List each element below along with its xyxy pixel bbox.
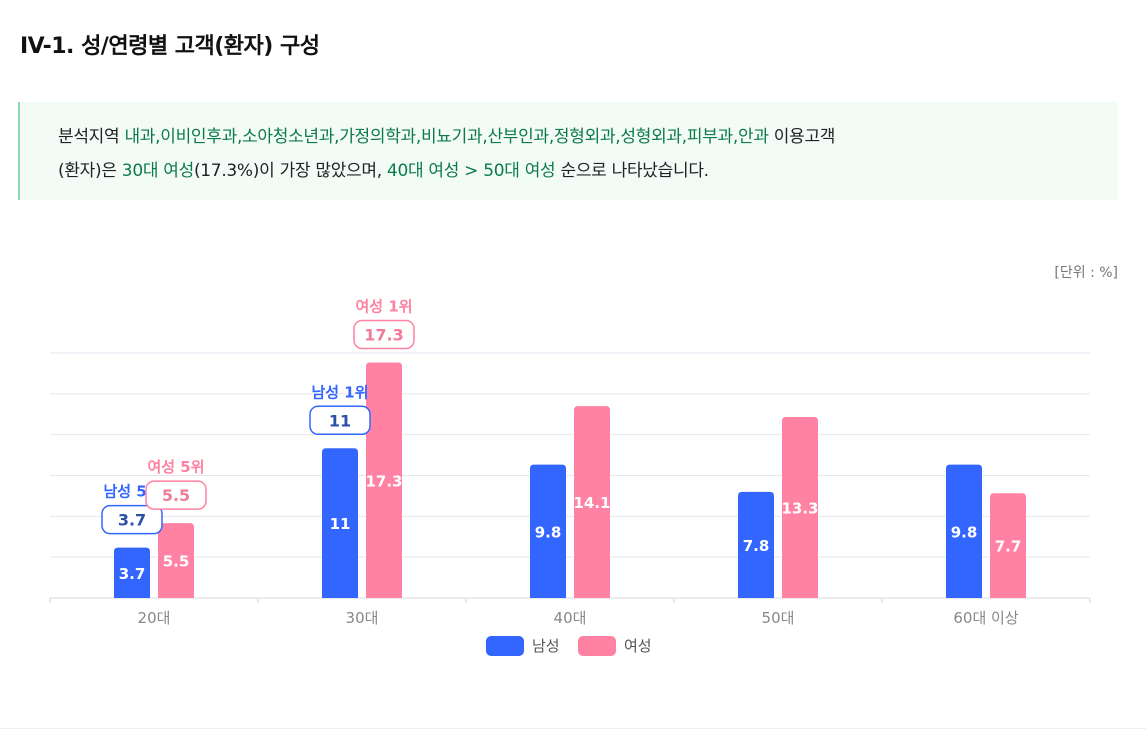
bar-male [530,464,566,598]
annotation-value: 17.3 [364,326,403,345]
summary-segment: 40대 여성 > 50대 여성 [386,161,556,181]
annotation-value: 5.5 [162,486,190,505]
bar-female [990,493,1026,598]
summary-segment: (환자)은 [58,161,122,181]
summary-segment: 순으로 나타났습니다. [555,161,709,181]
annotation-box [309,405,371,436]
legend-label: 남성 [532,637,560,655]
age-gender-bar-chart: 20대 3.7 5.5 30대 11 17.3 40대 9.8 14.1 50대 7.8 13.3 60… [49,298,1091,656]
data-label: 7.8 [743,537,770,555]
footer-divider [0,728,1146,729]
x-tick-label: 20대 [138,609,171,627]
bar-female [158,523,194,598]
summary-segment: 분석지역 [58,127,125,147]
data-label: 9.8 [951,523,978,541]
data-label: 5.5 [163,553,190,571]
bar-male [114,547,150,598]
annotation-box [145,480,207,510]
data-label: 13.3 [781,499,818,517]
x-tick-label: 50대 [762,609,795,627]
bar-female [782,416,818,598]
bar-male [946,464,982,598]
annotation-rank-label: 남성 1위 [311,383,368,401]
unit-label: [단위 : %] [1054,265,1118,281]
bar-female [366,362,402,598]
summary-segment: 30대 여성 [121,161,194,181]
annotation-rank-label: 여성 5위 [147,458,204,476]
annotation-value: 11 [329,411,351,430]
legend-swatch-male [486,636,524,656]
bar-female [574,406,610,598]
annotation-rank-label: 여성 1위 [355,298,412,316]
page-title: IV-1. 성/연령별 고객(환자) 구성 [20,34,320,59]
data-label: 7.7 [995,538,1022,556]
data-label: 11 [330,515,351,533]
summary-segment: (17.3%)이 가장 많았으며, [193,161,387,181]
legend-label: 여성 [624,637,652,655]
summary-line-1: 분석지역 내과,이비인후과,소아청소년과,가정의학과,비뇨기과,산부인과,정형외… [58,120,1118,154]
data-label: 17.3 [365,472,402,490]
summary-line-2: (환자)은 30대 여성(17.3%)이 가장 많았으며, 40대 여성 > 5… [58,154,1118,188]
summary-segment: 이용고객 [768,127,836,147]
legend-swatch-female [578,636,616,656]
annotation-box [353,319,415,350]
annotation-box [101,504,163,535]
data-label: 14.1 [573,494,610,512]
x-tick-label: 40대 [554,609,587,627]
summary-segment: 내과,이비인후과,소아청소년과,가정의학과,비뇨기과,산부인과,정형외과,성형외… [124,127,769,147]
bar-male [738,491,774,598]
bar-male [322,448,358,598]
data-label: 9.8 [535,523,562,541]
x-tick-label: 30대 [346,609,379,627]
annotation-value: 3.7 [118,511,146,530]
x-tick-label: 60대 이상 [953,609,1018,627]
summary-box: 분석지역 내과,이비인후과,소아청소년과,가정의학과,비뇨기과,산부인과,정형외… [18,102,1118,200]
data-label: 3.7 [119,565,146,583]
